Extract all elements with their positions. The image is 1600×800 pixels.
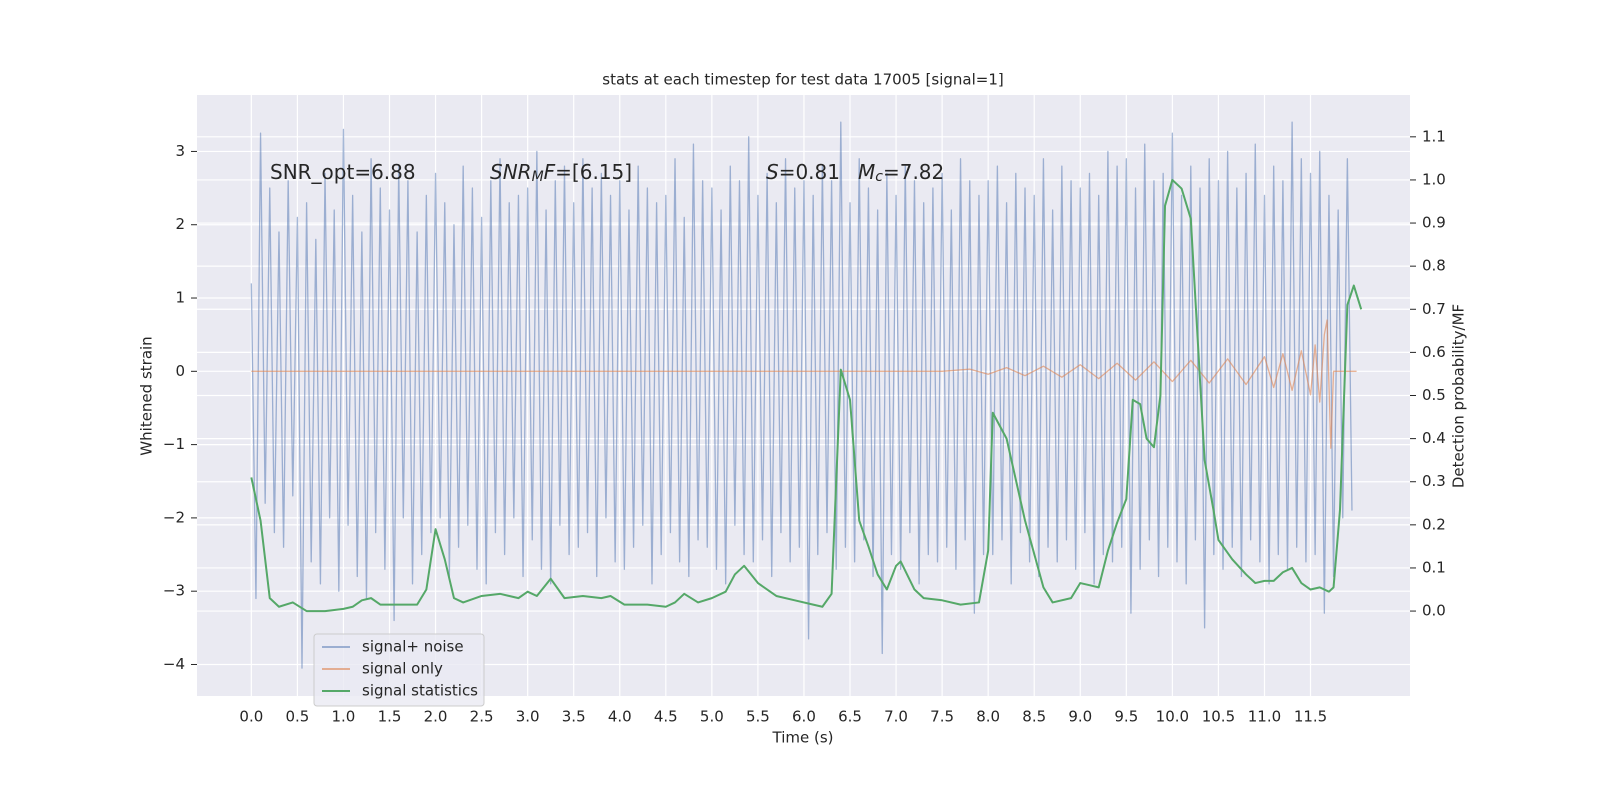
annotation-part: =7.82 <box>883 160 944 184</box>
x-tick-label: 5.5 <box>746 708 770 726</box>
series-line <box>251 319 1357 449</box>
legend-label: signal only <box>362 660 443 678</box>
annotation-part: M <box>532 169 544 185</box>
x-tick-label: 2.5 <box>470 708 494 726</box>
x-tick-label: 6.5 <box>838 708 862 726</box>
x-tick-label: 4.5 <box>654 708 678 726</box>
y2-tick-label: 0.8 <box>1422 257 1446 275</box>
x-tick-label: 2.0 <box>424 708 448 726</box>
chart-title: stats at each timestep for test data 170… <box>602 71 1003 89</box>
annotation-part: SNR <box>490 160 532 184</box>
x-tick-label: 6.0 <box>792 708 816 726</box>
y2-tick-label: 0.1 <box>1422 558 1446 576</box>
annotation-part: c <box>875 169 883 185</box>
x-tick-label: 9.0 <box>1068 708 1092 726</box>
legend-label: signal statistics <box>362 682 478 700</box>
x-axis-label: Time (s) <box>772 729 834 747</box>
x-tick-label: 8.0 <box>976 708 1000 726</box>
y2-tick-label: 0.4 <box>1422 429 1446 447</box>
y2-tick-label: 0.9 <box>1422 214 1446 232</box>
y2-tick-label: 0.2 <box>1422 515 1446 533</box>
y2-tick-label: 0.5 <box>1422 386 1446 404</box>
annotation: SNRMF=[6.15] <box>490 160 632 185</box>
x-tick-label: 3.5 <box>562 708 586 726</box>
y-axis-label: Whitened strain <box>138 336 156 455</box>
y2-tick-label: 0.6 <box>1422 343 1446 361</box>
annotation-part: =0.81 <box>779 160 840 184</box>
x-tick-label: 7.5 <box>930 708 954 726</box>
x-tick-label: 9.5 <box>1114 708 1138 726</box>
annotation: Mc=7.82 <box>858 160 944 185</box>
annotation-part: =[6.15] <box>555 160 632 184</box>
x-tick-label: 5.0 <box>700 708 724 726</box>
x-tick-label: 4.0 <box>608 708 632 726</box>
y-tick-label: 1 <box>175 289 185 307</box>
legend-box <box>313 633 485 707</box>
y-tick-label: −4 <box>163 655 185 673</box>
series-line <box>250 121 1353 669</box>
x-tick-label: 0.5 <box>285 708 309 726</box>
legend: signal+ noise signal only signal statistic… <box>313 633 485 707</box>
x-tick-label: 1.0 <box>332 708 356 726</box>
y-tick-label: −3 <box>163 582 185 600</box>
annotation-part: SNR_opt=6.88 <box>270 160 416 184</box>
y2-tick-label: 0.7 <box>1422 300 1446 318</box>
y2-tick-label: 1.1 <box>1422 127 1446 145</box>
legend-label: signal+ noise <box>362 638 464 656</box>
series-line <box>250 178 1363 613</box>
y-tick-label: 3 <box>175 142 185 160</box>
x-tick-label: 8.5 <box>1022 708 1046 726</box>
y2-tick-label: 1.0 <box>1422 170 1446 188</box>
x-tick-label: 10.0 <box>1156 708 1189 726</box>
x-tick-label: 11.5 <box>1294 708 1327 726</box>
annotation: SNR_opt=6.88 <box>270 160 416 184</box>
annotation-part: F <box>544 160 556 184</box>
y2-axis-label: Detection probability/MF <box>1450 304 1468 488</box>
y-tick-label: 2 <box>175 215 185 233</box>
x-tick-label: 1.5 <box>378 708 402 726</box>
y-tick-label: −1 <box>163 435 185 453</box>
x-tick-label: 11.0 <box>1248 708 1281 726</box>
y2-tick-label: 0.0 <box>1422 602 1446 620</box>
x-tick-label: 3.0 <box>516 708 540 726</box>
annotation-part: M <box>858 160 875 184</box>
y-tick-label: 0 <box>175 362 185 380</box>
x-tick-label: 10.5 <box>1202 708 1235 726</box>
x-tick-label: 0.0 <box>239 708 263 726</box>
y-tick-label: −2 <box>163 508 185 526</box>
y2-tick-label: 0.3 <box>1422 472 1446 490</box>
annotation-part: S <box>766 160 779 184</box>
annotation: S=0.81 <box>766 160 840 184</box>
x-tick-label: 7.0 <box>884 708 908 726</box>
